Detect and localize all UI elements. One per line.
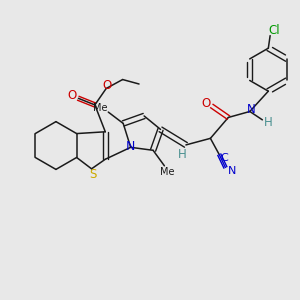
Text: S: S	[89, 168, 96, 181]
Text: Me: Me	[160, 167, 174, 177]
Text: Cl: Cl	[268, 24, 280, 37]
Text: O: O	[67, 89, 76, 103]
Text: N: N	[228, 166, 236, 176]
Text: N: N	[126, 140, 135, 153]
Text: H: H	[264, 116, 273, 129]
Text: N: N	[247, 103, 256, 116]
Text: Me: Me	[93, 103, 107, 113]
Text: O: O	[102, 79, 111, 92]
Text: H: H	[178, 148, 187, 161]
Text: O: O	[201, 97, 211, 110]
Text: C: C	[221, 153, 229, 163]
